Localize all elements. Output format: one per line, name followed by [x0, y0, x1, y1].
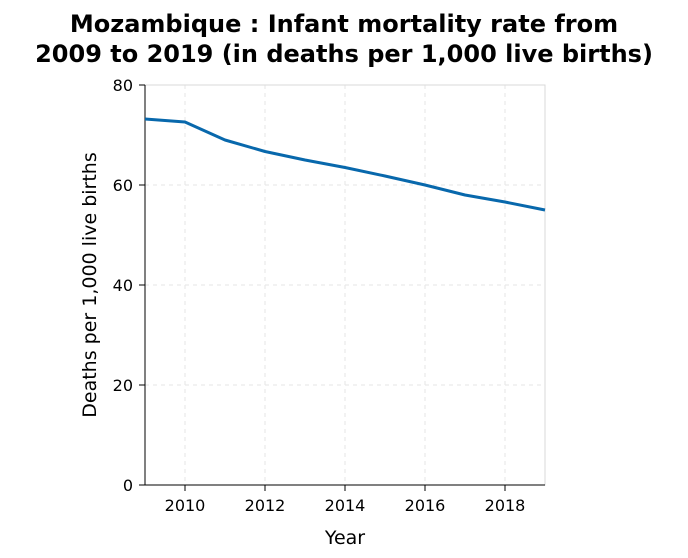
y-axis-label: Deaths per 1,000 live births	[79, 152, 101, 418]
x-tick-label: 2018	[485, 496, 526, 515]
chart-title-line-1: Mozambique : Infant mortality rate from	[70, 10, 618, 38]
grid-lines	[145, 85, 545, 485]
x-tick-label: 2010	[165, 496, 206, 515]
x-tick-label: 2014	[325, 496, 366, 515]
y-tick-label: 60	[113, 176, 133, 195]
x-tick-label: 2016	[405, 496, 446, 515]
axis-ticks: 0 20 40 60 80 2010 2012 2014 2016 2018	[113, 76, 526, 515]
y-tick-label: 40	[113, 276, 133, 295]
y-tick-label: 80	[113, 76, 133, 95]
x-axis-label: Year	[324, 527, 365, 549]
chart-title-line-2: 2009 to 2019 (in deaths per 1,000 live b…	[35, 40, 653, 68]
series-lines	[144, 117, 546, 212]
y-tick-label: 0	[123, 476, 133, 495]
y-tick-label: 20	[113, 376, 133, 395]
series-line	[144, 117, 546, 212]
x-tick-label: 2012	[245, 496, 286, 515]
